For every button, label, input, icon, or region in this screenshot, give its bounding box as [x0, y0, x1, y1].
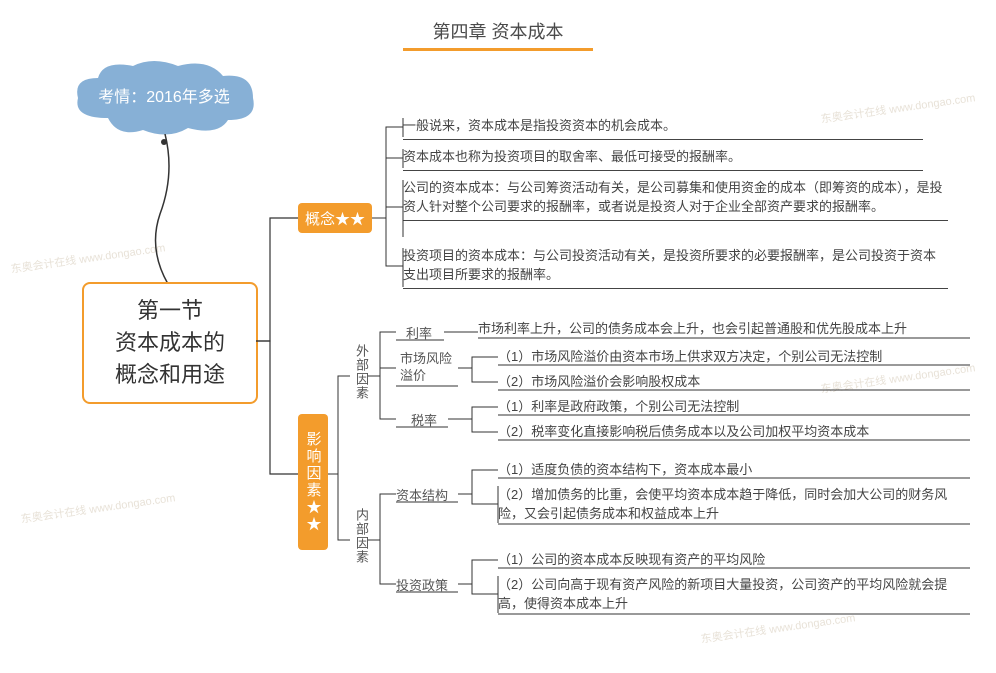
chapter-title-underline: [403, 48, 593, 51]
int-policy-label: 投资政策: [396, 575, 448, 594]
root-line1: 第一节: [84, 295, 256, 327]
ext-rate-label: 利率: [406, 323, 432, 342]
subtitle-internal: 内部因素: [352, 508, 371, 564]
root-line3: 概念和用途: [84, 359, 256, 391]
concept-item-0: 一般说来，资本成本是指投资资本的机会成本。: [403, 117, 923, 140]
ext-tax-text-0: （1）利率是政府政策，个别公司无法控制: [498, 398, 968, 420]
ext-premium-text-0: （1）市场风险溢价由资本市场上供求双方决定，个别公司无法控制: [498, 348, 968, 370]
concept-item-1: 资本成本也称为投资项目的取舍率、最低可接受的报酬率。: [403, 148, 923, 171]
branch-concept: 概念★★: [298, 203, 372, 233]
concept-item-2: 公司的资本成本：与公司筹资活动有关，是公司募集和使用资金的成本（即筹资的成本），…: [403, 179, 948, 221]
int-policy-text-1: （2）公司向高于现有资产风险的新项目大量投资，公司资产的平均风险就会提高，使得资…: [498, 576, 968, 617]
subtitle-external: 外部因素: [352, 344, 371, 400]
exam-note-cloud: 考情：2016年多选: [68, 58, 260, 138]
root-node: 第一节 资本成本的 概念和用途: [82, 282, 258, 404]
int-policy-text-0: （1）公司的资本成本反映现有资产的平均风险: [498, 551, 968, 573]
ext-premium-label: 市场风险溢价: [400, 351, 456, 385]
root-line2: 资本成本的: [84, 327, 256, 359]
watermark: 东奥会计在线 www.dongao.com: [20, 489, 177, 527]
ext-rate-text-0: 市场利率上升，公司的债务成本会上升，也会引起普通股和优先股成本上升: [478, 320, 968, 342]
ext-tax-label: 税率: [411, 410, 437, 429]
concept-item-3: 投资项目的资本成本：与公司投资活动有关，是投资所要求的必要报酬率，是公司投资于资…: [403, 247, 948, 289]
int-structure-text-1: （2）增加债务的比重，会使平均资本成本趋于降低，同时会加大公司的财务风险，又会引…: [498, 486, 968, 527]
cloud-tail: [150, 134, 180, 284]
branch-factors: 影响因素★★: [298, 414, 328, 550]
int-structure-label: 资本结构: [396, 485, 448, 504]
exam-note-text: 考情：2016年多选: [98, 89, 230, 106]
chapter-title: 第四章 资本成本: [432, 18, 563, 44]
int-structure-text-0: （1）适度负债的资本结构下，资本成本最小: [498, 461, 968, 483]
ext-tax-text-1: （2）税率变化直接影响税后债务成本以及公司加权平均资本成本: [498, 423, 968, 445]
watermark: 东奥会计在线 www.dongao.com: [10, 239, 167, 277]
ext-premium-text-1: （2）市场风险溢价会影响股权成本: [498, 373, 968, 395]
